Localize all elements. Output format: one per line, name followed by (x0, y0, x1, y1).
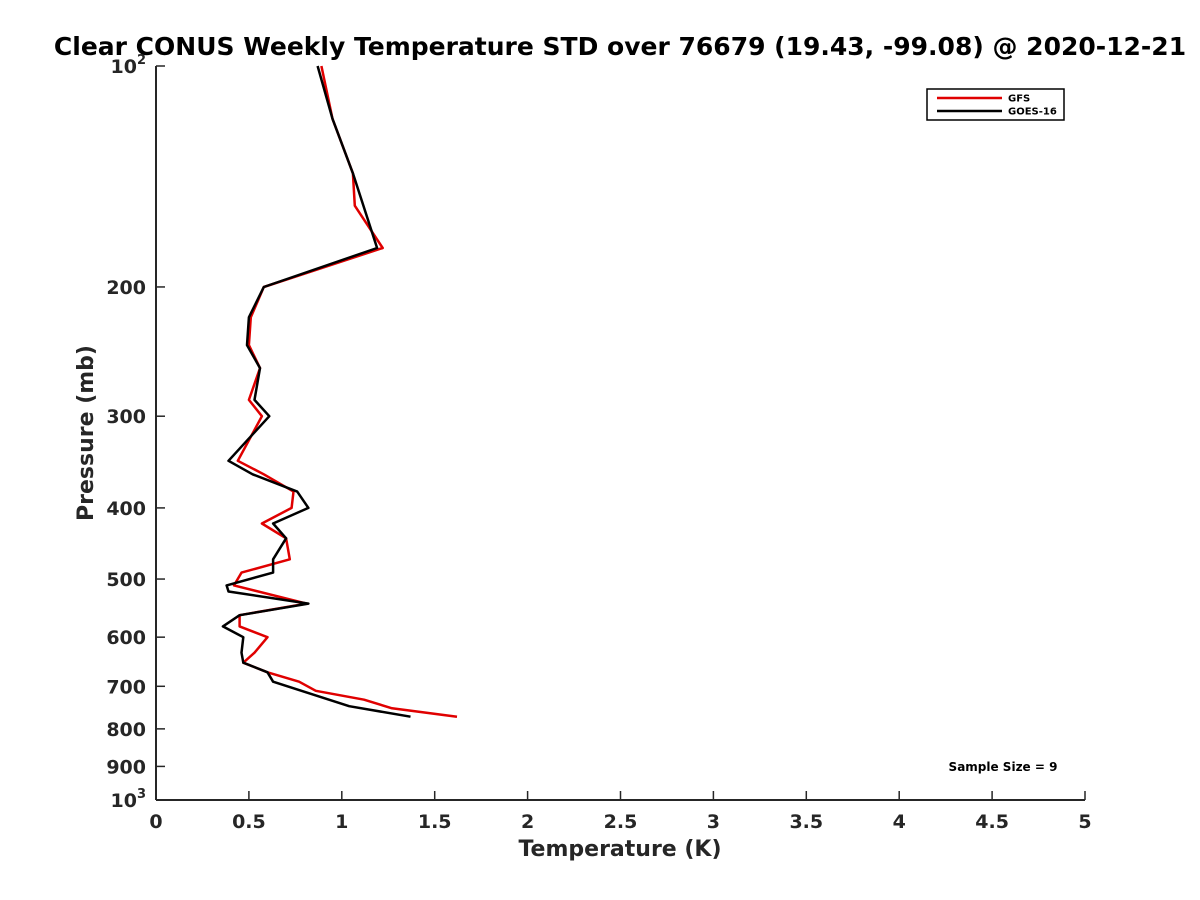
y-tick-label: 400 (106, 498, 146, 520)
y-tick-label: 600 (106, 627, 146, 649)
chart-title: Clear CONUS Weekly Temperature STD over … (54, 32, 1186, 61)
x-ticks: 0 0.5 1 1.5 2 2.5 3 3.5 4 4.5 5 (149, 791, 1092, 833)
x-tick-label: 0.5 (232, 811, 266, 833)
x-tick-label: 1 (335, 811, 348, 833)
y-tick-label: 103 (111, 787, 147, 812)
y-tick-label: 700 (106, 676, 146, 698)
y-tick-label: 800 (106, 719, 146, 741)
legend-box (926, 88, 1065, 121)
x-tick-label: 1.5 (418, 811, 452, 833)
x-axis-label: Temperature (K) (518, 837, 721, 862)
x-tick-label: 0 (149, 811, 162, 833)
legend-label-gfs: GFS (1008, 94, 1030, 105)
y-tick-label: 102 (111, 53, 147, 78)
y-ticks: 102 200 300 400 500 600 700 800 900 103 (106, 53, 165, 812)
y-tick-label: 500 (106, 569, 146, 591)
y-tick-label: 300 (106, 406, 146, 428)
y-axis-label: Pressure (mb) (74, 345, 99, 521)
legend-label-goes16: GOES-16 (1008, 107, 1057, 118)
x-tick-label: 4 (893, 811, 906, 833)
y-tick-label: 200 (106, 277, 146, 299)
series-line-gfs (232, 65, 458, 718)
x-tick-label: 5 (1078, 811, 1091, 833)
x-tick-label: 4.5 (975, 811, 1009, 833)
x-tick-label: 3 (707, 811, 720, 833)
x-tick-label: 2.5 (604, 811, 638, 833)
series-lines (221, 65, 458, 718)
legend: GFS GOES-16 (926, 88, 1065, 121)
x-tick-label: 3.5 (789, 811, 823, 833)
sample-size-annotation: Sample Size = 9 (949, 760, 1058, 774)
series-line-goes16 (221, 65, 411, 718)
x-tick-label: 2 (521, 811, 534, 833)
y-tick-label: 900 (106, 756, 146, 778)
